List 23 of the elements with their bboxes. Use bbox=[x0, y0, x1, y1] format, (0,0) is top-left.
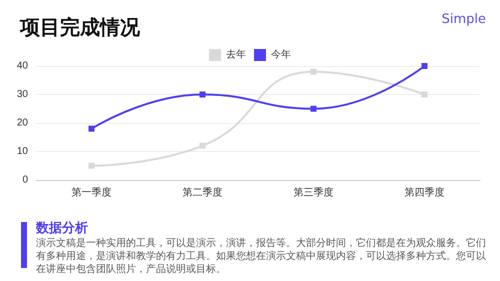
point bbox=[200, 142, 206, 149]
y-tick-label: 40 bbox=[16, 60, 28, 72]
point bbox=[88, 126, 94, 132]
text: 演示文稿是一种实用的工具，可以是演示，演讲，报告等。大部分时间，它们都是在为观众服务。它们有多种用途，是演讲和教学的有力工具。如果您想在演示文稿中展现内容，可以选择多种方式。您可以在讲座中包含团队照片，产品说明或目标。 bbox=[36, 237, 487, 276]
point bbox=[88, 162, 94, 169]
x-tick-label: 第一季度 bbox=[72, 186, 112, 198]
y-tick-label: 30 bbox=[16, 89, 28, 100]
legend-label: 今年 bbox=[271, 48, 291, 60]
x-tick-label: 第四季度 bbox=[404, 186, 444, 198]
point bbox=[310, 68, 316, 75]
y-tick-label: 10 bbox=[16, 146, 28, 157]
y-tick-label: 0 bbox=[22, 174, 28, 186]
point bbox=[422, 92, 428, 98]
point bbox=[422, 63, 428, 69]
text: Simple bbox=[442, 12, 486, 27]
y-tick-label: 20 bbox=[16, 118, 28, 128]
chart-title: 项目完成情况 bbox=[20, 14, 140, 41]
legend-label: 去年 bbox=[226, 48, 246, 60]
x-tick-label: 第三季度 bbox=[294, 186, 334, 198]
point bbox=[310, 106, 316, 112]
x-tick-label: 第二季度 bbox=[182, 186, 222, 198]
point bbox=[200, 92, 206, 98]
text: 数据分析 bbox=[36, 220, 88, 237]
